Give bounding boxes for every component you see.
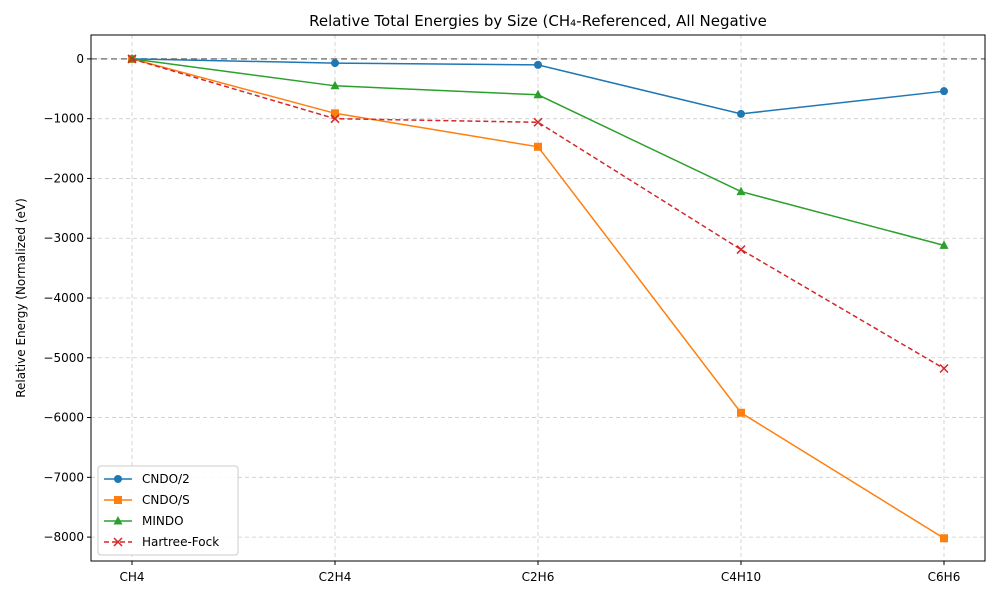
- data-point: [331, 109, 339, 118]
- data-point: [113, 537, 123, 547]
- y-tick-label: −8000: [43, 530, 84, 544]
- data-point: [127, 54, 137, 64]
- data-point: [114, 475, 122, 483]
- x-tick-label: CH4: [119, 570, 144, 584]
- legend: CNDO/2 CNDO/S MINDO Hartree-Fock: [97, 465, 239, 556]
- series-line: [131, 58, 945, 539]
- x-tick-label: C4H10: [721, 570, 761, 584]
- data-point: [330, 80, 340, 90]
- x-tick-label: C2H4: [319, 570, 352, 584]
- ticks-layer: 0 −1000 −2000 −3000 −4000 −5000 −6000 −7000 −800…: [43, 52, 960, 584]
- y-tick-label: −5000: [43, 351, 84, 365]
- y-tick-label: −7000: [43, 470, 84, 484]
- data-point-stroke: [330, 114, 340, 124]
- data-point-stroke: [533, 117, 543, 127]
- y-tick-label: −6000: [43, 411, 84, 425]
- legend-label: Hartree-Fock: [142, 535, 219, 549]
- legend-item: Hartree-Fock: [104, 535, 219, 549]
- y-axis-label: Relative Energy (Normalized (eV): [14, 198, 28, 398]
- y-tick-label: 0: [76, 52, 84, 66]
- grid-layer: [91, 35, 985, 561]
- y-tick-label: −1000: [43, 112, 84, 126]
- data-point-stroke: [939, 364, 949, 374]
- legend-item: CNDO/S: [104, 493, 190, 507]
- data-point: [331, 59, 339, 68]
- data-point: [940, 534, 948, 543]
- y-tick-label: −2000: [43, 171, 84, 185]
- data-point: [939, 240, 949, 249]
- data-point: [736, 245, 746, 255]
- y-tick-label: −3000: [43, 231, 84, 245]
- data-point: [534, 142, 542, 151]
- data-point: [534, 60, 542, 69]
- data-point: [736, 186, 746, 196]
- legend-item: MINDO: [104, 514, 184, 528]
- legend-label: MINDO: [142, 514, 184, 528]
- data-point: [737, 109, 745, 118]
- data-point: [533, 89, 543, 99]
- data-point: [737, 408, 745, 417]
- data-point: [940, 87, 948, 96]
- y-tick-label: −4000: [43, 291, 84, 305]
- data-point-stroke: [736, 245, 746, 255]
- legend-box: [97, 465, 239, 556]
- legend-label: CNDO/S: [142, 493, 190, 507]
- data-point: [113, 516, 123, 525]
- data-point: [114, 496, 122, 504]
- legend-label: CNDO/2: [142, 472, 190, 486]
- x-tick-label: C2H6: [522, 570, 555, 584]
- data-point: [330, 114, 340, 124]
- data-point: [533, 117, 543, 127]
- data-point-stroke: [127, 54, 137, 64]
- chart-title: Relative Total Energies by Size (CH₄-Ref…: [309, 12, 767, 30]
- data-point-stroke: [113, 537, 123, 547]
- x-tick-label: C6H6: [928, 570, 961, 584]
- data-point: [939, 364, 949, 374]
- series-hartree-fock: [127, 54, 949, 374]
- series-layer: [127, 53, 949, 543]
- legend-item: CNDO/2: [104, 472, 190, 486]
- series-line: [131, 58, 945, 370]
